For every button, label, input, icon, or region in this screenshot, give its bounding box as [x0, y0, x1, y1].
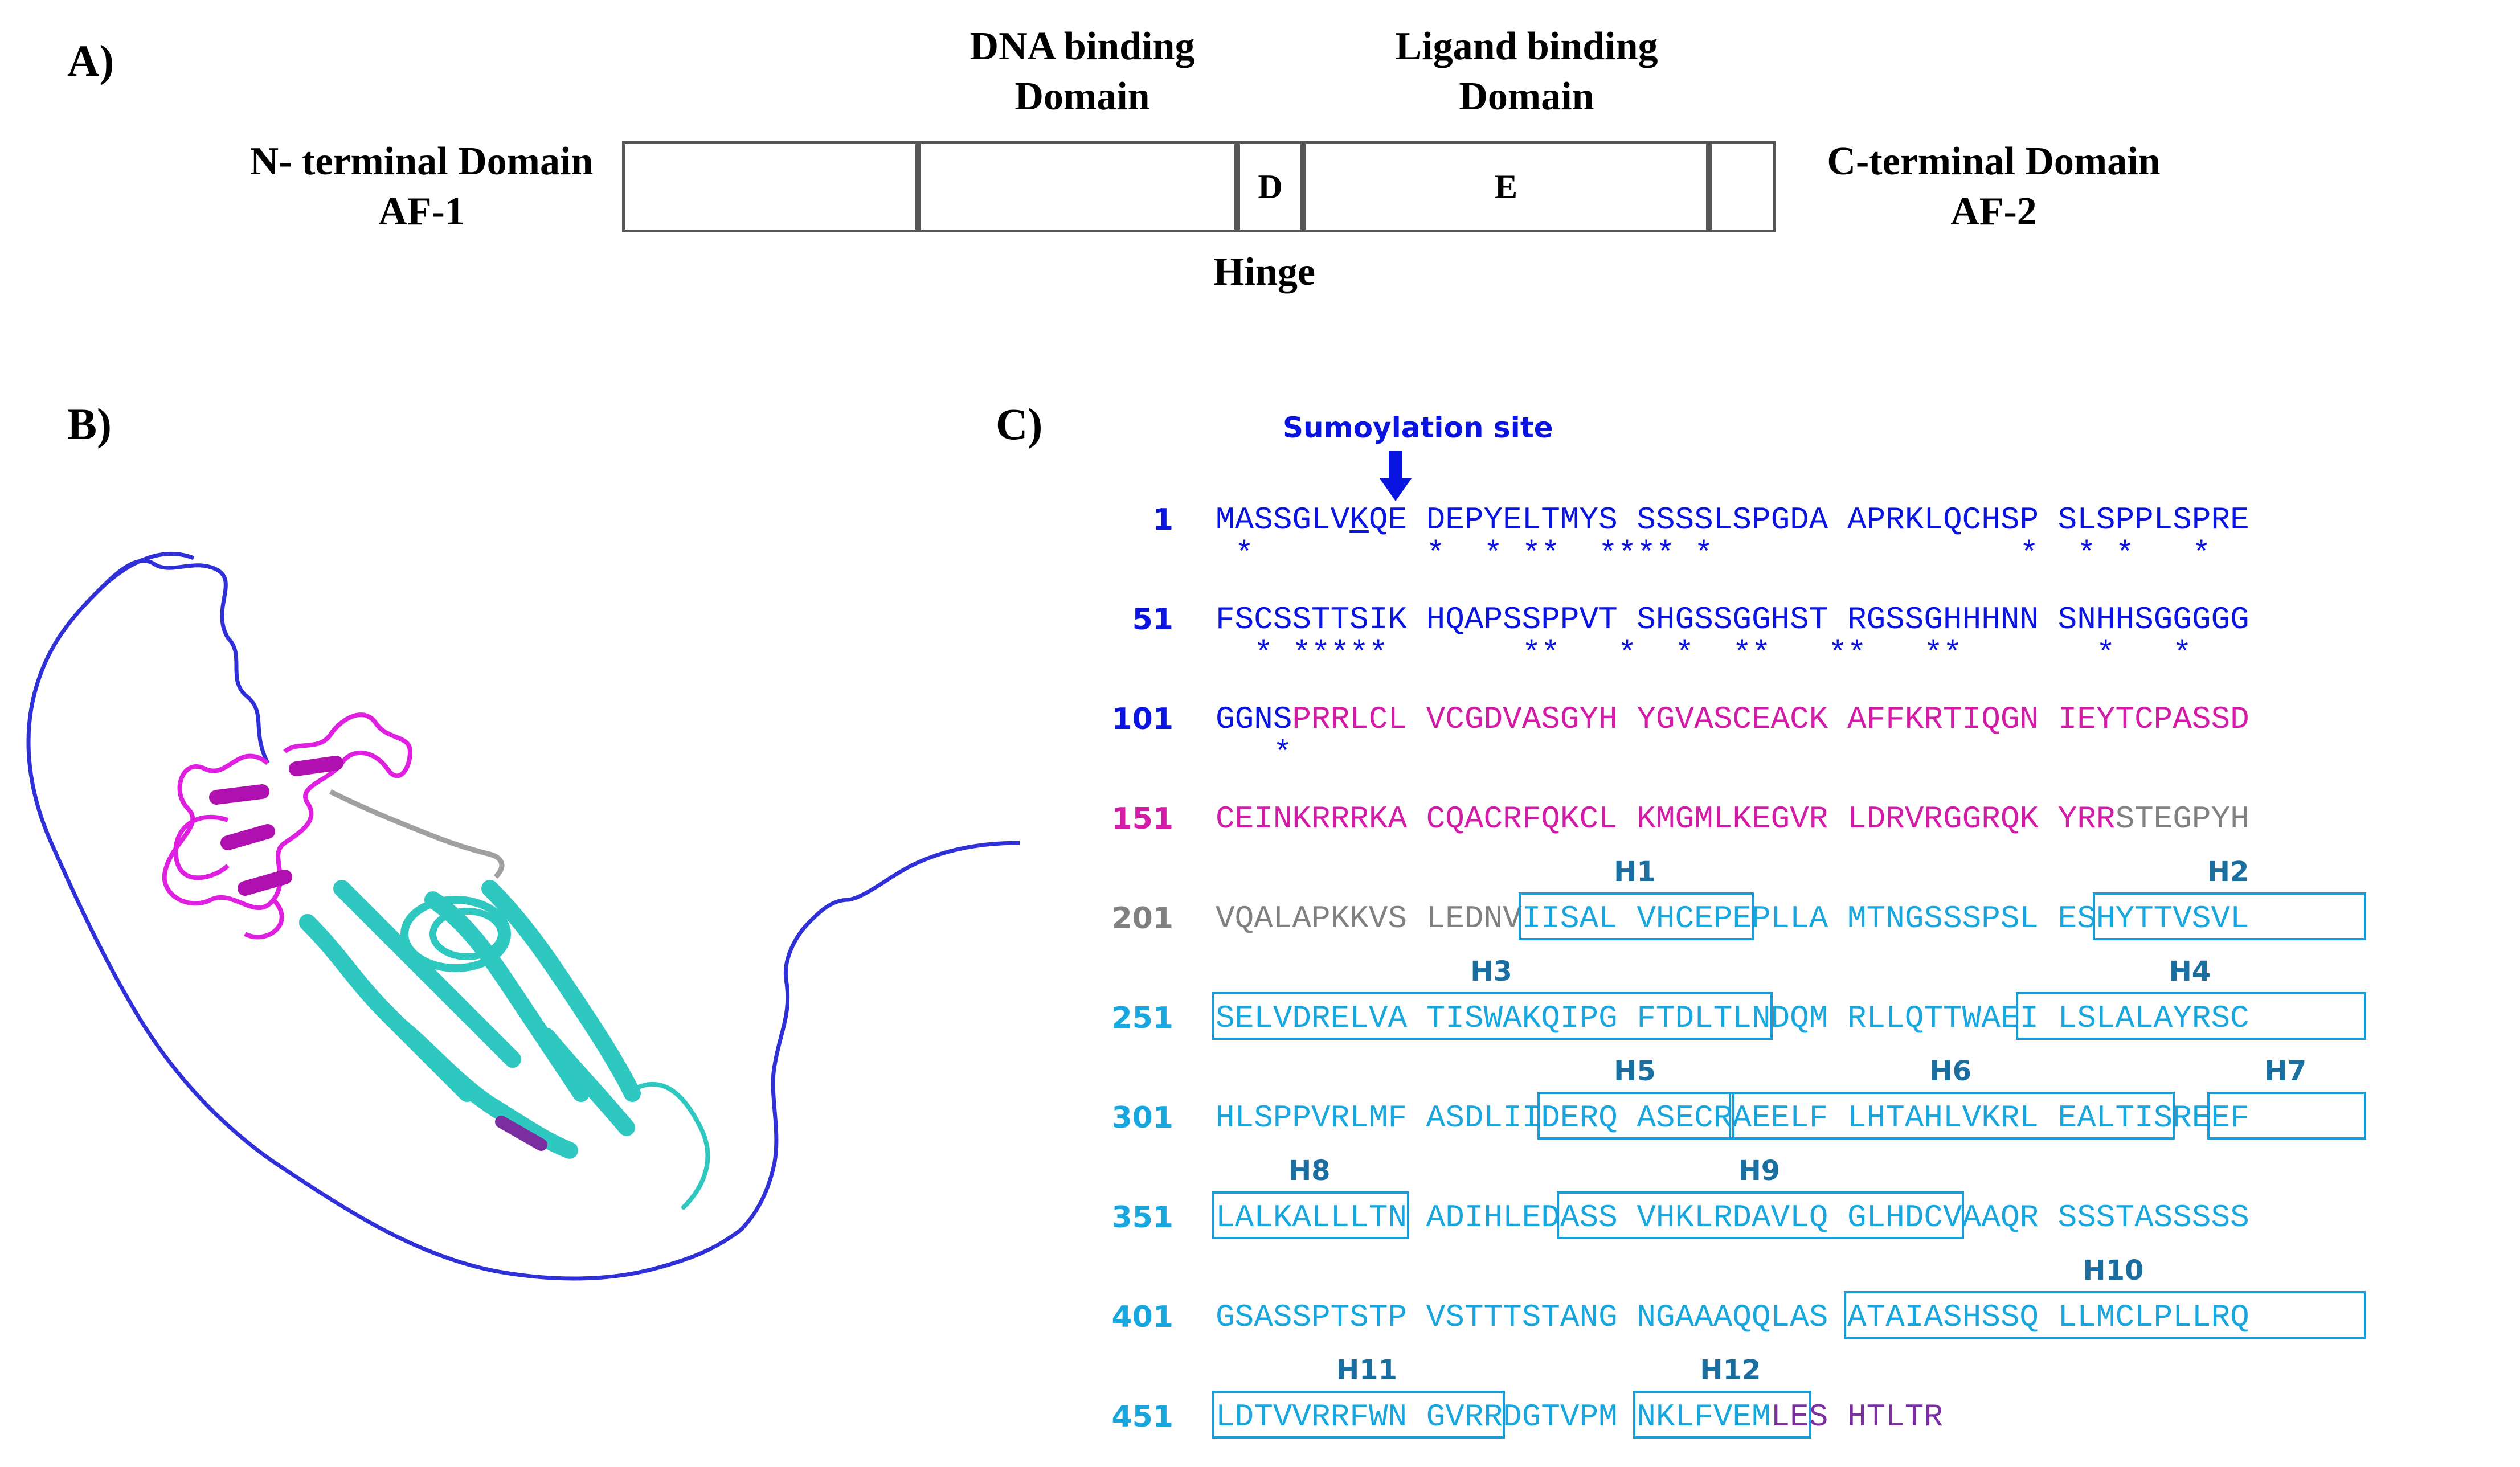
sequence-row: LDTVVRRFWN GVRRDGTVPM NKLFVEMLES HTLTR [1216, 1401, 1943, 1433]
ligand-binding-label: Ligand binding Domain [1395, 24, 1658, 118]
helix-label: H6 [1929, 1055, 1972, 1087]
sequence-segment: IISAL VHCEPEPLLA MTNGSSSPSL ESHYTTVSVL [1521, 900, 2249, 937]
row-number: 351 [1111, 1200, 1173, 1235]
helix-box [1518, 892, 1754, 940]
sequence-segment: VQALAPKKVS LEDNV [1216, 900, 1522, 937]
sumoylation-site-label: Sumoylation site [1283, 411, 1553, 444]
phospho-site-markers: * [1216, 735, 1292, 772]
row-number: 401 [1111, 1300, 1173, 1334]
helix-label: H11 [1336, 1354, 1397, 1386]
sumoylated-lysine: K [1349, 502, 1369, 538]
sequence-segment: CEINKRRRKA CQACRFQKCL KMGMLKEGVR LDRVRGG… [1216, 801, 2116, 837]
row-number: 151 [1111, 802, 1173, 836]
phospho-site-markers: * ***** ** * * ** ** ** * * [1216, 636, 2192, 672]
helix-label: H5 [1614, 1055, 1656, 1087]
sequence-row: GGNSPRRLCL VCGDVASGYH YGVASCEACK AFFKRTI… [1216, 703, 2249, 735]
row-number: 1 [1152, 503, 1173, 537]
hinge-label: Hinge [1213, 250, 1315, 294]
c-terminal-label: C-terminal Domain AF-2 [1827, 140, 2161, 233]
n-terminal-label: N- terminal Domain AF-1 [249, 140, 594, 233]
helix-box [1212, 1391, 1505, 1439]
sequence-segment: LDTVVRRFWN GVRRDGTVPM NKLFVEM [1216, 1399, 1771, 1435]
panel-a-label: A) [67, 36, 114, 85]
sumoylation-arrow-icon [1380, 451, 1412, 501]
n-terminal-tail [95, 552, 195, 594]
sequence-segment: LES HTLTR [1770, 1399, 1944, 1435]
hinge-region [329, 789, 505, 879]
row-number: 251 [1111, 1001, 1173, 1035]
sequence-segment: MASSGLVKQE DEPYELTMYS SSSSLSPGDA APRKLQC… [1216, 502, 2249, 538]
helix-box [2207, 1092, 2366, 1140]
segment-e: E [1303, 141, 1709, 232]
sequence-row: LALKALLLTN ADIHLEDASS VHKLRDAVLQ GLHDCVA… [1216, 1202, 2249, 1234]
n-terminal-disordered-loop [26, 559, 1020, 1281]
segment-c: C [918, 141, 1237, 232]
dna-binding-domain-strands [209, 756, 343, 896]
sequence-row: VQALAPKKVS LEDNVIISAL VHCEPEPLLA MTNGSSS… [1216, 903, 2249, 935]
row-number: 451 [1111, 1400, 1173, 1434]
helix-box [1537, 1092, 1735, 1140]
sequence-segment: PRRLCL VCGDVASGYH YGVASCEACK AFFKRTIQGN … [1292, 701, 2249, 737]
sequence-segment: STEGPYH [2115, 801, 2249, 837]
sequence-row: FSCSSTTSIK HQAPSSPPVT SHGSSGGHST RGSSGHH… [1216, 604, 2249, 636]
helix-box [1729, 1092, 2175, 1140]
helix-box [1633, 1391, 1811, 1439]
sequence-row: MASSGLVKQE DEPYELTMYS SSSSLSPGDA APRKLQC… [1216, 504, 2249, 536]
helix-label: H2 [2207, 856, 2249, 888]
dna-binding-domain-loops [162, 712, 413, 910]
helix-label: H8 [1288, 1155, 1331, 1187]
helix-label: H7 [2264, 1055, 2307, 1087]
sequence-segment: GGNS [1216, 701, 1292, 737]
sequence-segment: GSASSPTSTP VSTTTSTANG NGAAAQQLAS ATAIASH… [1216, 1299, 2249, 1335]
helix-label: H10 [2083, 1255, 2144, 1286]
helix-box [1212, 992, 1773, 1040]
helix-box [2016, 992, 2366, 1040]
helix-label: H3 [1470, 956, 1512, 987]
helix-box [2092, 892, 2366, 940]
segment-f: F [1709, 141, 1776, 232]
segment-d: D [1237, 141, 1303, 232]
dna-binding-label: DNA binding Domain [969, 24, 1195, 118]
segment-ab: A/B [622, 141, 918, 232]
helix-label: H9 [1738, 1155, 1781, 1187]
panel-c-label: C) [996, 399, 1043, 449]
ligand-binding-domain [299, 880, 710, 1210]
helix-label: H4 [2169, 956, 2211, 987]
protein-structure [26, 552, 1020, 1281]
panel-b-label: B) [67, 399, 112, 449]
helix-label: H1 [1614, 856, 1656, 888]
helix-label: H12 [1700, 1354, 1761, 1386]
sequence-row: GSASSPTSTP VSTTTSTANG NGAAAQQLAS ATAIASH… [1216, 1301, 2249, 1333]
sequence-segment: FSCSSTTSIK HQAPSSPPVT SHGSSGGHST RGSSGHH… [1216, 601, 2249, 638]
sequence-row: CEINKRRRKA CQACRFQKCL KMGMLKEGVR LDRVRGG… [1216, 803, 2249, 835]
helix-box [1843, 1291, 2366, 1339]
row-number: 101 [1111, 702, 1173, 736]
helix-box [1556, 1191, 1965, 1239]
sequence-row: SELVDRELVA TISWAKQIPG FTDLTLNDQM RLLQTTW… [1216, 1002, 2249, 1034]
phospho-site-markers: * * * ** **** * * * * * [1216, 536, 2211, 572]
sequence-segment: LALKALLLTN ADIHLEDASS VHKLRDAVLQ GLHDCVA… [1216, 1199, 2249, 1236]
row-number: 51 [1132, 603, 1173, 637]
af2-helix [495, 1116, 547, 1151]
helix-box [1212, 1191, 1409, 1239]
row-number: 301 [1111, 1101, 1173, 1135]
dna-binding-domain-loops-2 [173, 814, 284, 940]
row-number: 201 [1111, 901, 1173, 936]
sequence-segment: SELVDRELVA TISWAKQIPG FTDLTLNDQM RLLQTTW… [1216, 1000, 2249, 1036]
